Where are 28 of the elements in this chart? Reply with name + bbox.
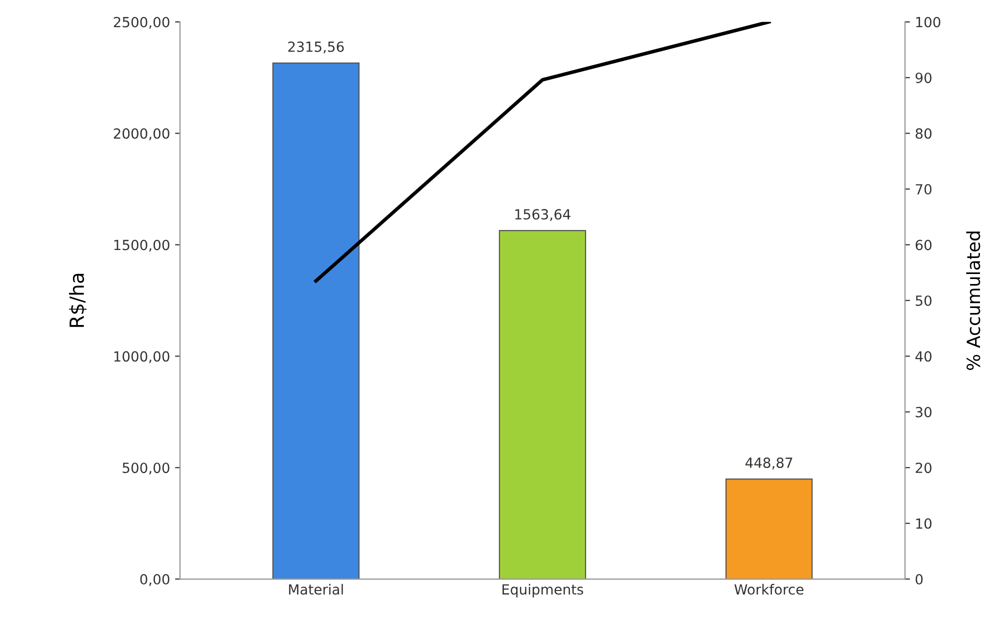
y2-tick-label: 60 [916,240,932,250]
y2-tick-label: 70 [916,184,932,195]
y2-tick-label: 100 [916,16,940,28]
data-label: 1563,64 [515,209,570,221]
x-tick-label: Material [289,584,343,595]
y2-axis-title: % Accumulated [966,232,980,370]
data-label: 2315,56 [288,41,344,54]
y-tick-label: 2000,00 [114,128,170,140]
y-tick-label: 1000,00 [114,351,170,364]
bar [725,478,813,580]
y-axis-title: R$/ha [69,274,87,327]
x-tick-label: Workforce [734,584,804,595]
y-tick-label: 2500,00 [114,16,170,29]
bar [272,62,360,580]
y-tick-label: 500,00 [122,462,170,475]
y2-tick-label: 50 [916,295,932,306]
y-tick-label: 0,00 [140,574,170,586]
y2-tick-label: 20 [916,462,932,474]
y2-tick-label: 80 [916,128,932,139]
y2-tick-label: 90 [916,72,932,84]
x-tick-label: Equipments [502,584,584,598]
y-tick-label: 1500,00 [114,240,170,252]
y2-tick-label: 30 [916,406,932,418]
y2-tick-label: 10 [916,518,932,529]
y2-tick-label: 0 [916,574,923,585]
y2-tick-label: 40 [915,351,932,362]
data-label: 448,87 [745,457,792,470]
bar [498,230,586,580]
